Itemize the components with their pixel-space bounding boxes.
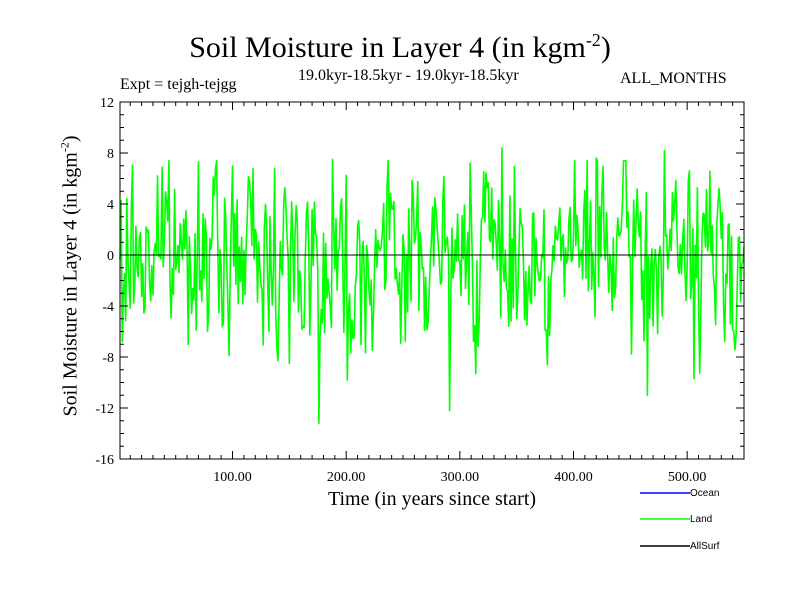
y-tick-label: -8 (102, 351, 114, 366)
y-tick-label: 12 (100, 96, 114, 111)
y-tick-label: 0 (107, 249, 114, 264)
period-label: 19.0kyr-18.5kyr - 19.0kyr-18.5kyr (298, 67, 519, 84)
series-land-line (119, 147, 745, 425)
y-tick-label: -16 (95, 453, 114, 468)
x-tick-label: 300.00 (441, 470, 480, 485)
y-tick-label: -12 (95, 402, 114, 417)
x-tick-label: 400.00 (554, 470, 593, 485)
chart-title: Soil Moisture in Layer 4 (in kgm-2) (189, 30, 611, 64)
y-tick-label: 8 (107, 147, 114, 162)
legend-label-ocean: Ocean (690, 488, 720, 499)
legend-label-land: Land (690, 514, 713, 525)
legend-label-allsurf: AllSurf (690, 541, 720, 552)
expt-label: Expt = tejgh-tejgg (120, 76, 237, 93)
y-tick-label: 4 (107, 198, 114, 213)
x-tick-label: 100.00 (213, 470, 252, 485)
x-axis-label: Time (in years since start) (327, 488, 537, 510)
months-label: ALL_MONTHS (620, 70, 727, 87)
y-axis-label: Soil Moisture in Layer 4 (in kgm-2) (57, 135, 82, 417)
x-tick-label: 200.00 (327, 470, 366, 485)
x-tick-label: 500.00 (668, 470, 707, 485)
y-tick-label: -4 (102, 300, 114, 315)
